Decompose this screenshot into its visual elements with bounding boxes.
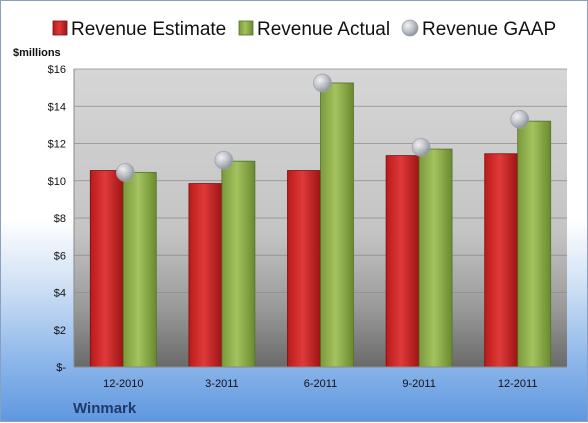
y-tick-label: $12 bbox=[48, 139, 66, 151]
bar-revenue-estimate bbox=[89, 170, 124, 368]
y-tick-label: $- bbox=[56, 362, 66, 374]
bar-revenue-actual bbox=[320, 82, 354, 368]
bar-revenue-actual bbox=[418, 148, 453, 368]
legend-label-gaap: Revenue GAAP bbox=[422, 19, 556, 40]
y-tick-label: $4 bbox=[54, 288, 66, 300]
bar-revenue-actual bbox=[517, 120, 552, 368]
y-tick-label: $8 bbox=[54, 213, 66, 225]
legend-swatch-estimate bbox=[52, 20, 68, 36]
bar-revenue-actual bbox=[122, 171, 157, 368]
y-axis-unit-label: $millions bbox=[13, 47, 61, 59]
marker-revenue-gaap bbox=[214, 150, 234, 170]
bar-revenue-estimate bbox=[188, 183, 223, 368]
gaap-markers bbox=[115, 73, 530, 182]
bar-revenue-actual bbox=[221, 160, 256, 368]
x-tick-label: 12-2010 bbox=[103, 378, 143, 390]
x-tick-label: 9-2011 bbox=[402, 378, 435, 390]
bars bbox=[89, 82, 552, 368]
company-name: Winmark bbox=[73, 400, 137, 417]
y-tick-label: $14 bbox=[48, 101, 66, 113]
marker-revenue-gaap bbox=[510, 109, 530, 129]
bar-revenue-estimate bbox=[385, 155, 420, 368]
marker-revenue-gaap bbox=[115, 162, 135, 182]
y-axis-ticks: $- $2 $4 $6 $8 $10 $12 $14 $16 bbox=[48, 64, 67, 374]
bar-revenue-estimate bbox=[287, 170, 321, 368]
legend-label-estimate: Revenue Estimate bbox=[71, 19, 226, 40]
x-tick-label: 6-2011 bbox=[304, 378, 337, 390]
legend-label-actual: Revenue Actual bbox=[257, 19, 390, 40]
y-tick-label: $16 bbox=[48, 64, 66, 76]
legend-swatch-actual bbox=[238, 20, 254, 36]
marker-revenue-gaap bbox=[411, 137, 431, 157]
bar-revenue-estimate bbox=[484, 153, 519, 368]
legend: Revenue Estimate Revenue Actual Revenue … bbox=[52, 19, 556, 40]
x-tick-label: 3-2011 bbox=[205, 378, 238, 390]
x-tick-label: 12-2011 bbox=[498, 378, 538, 390]
marker-revenue-gaap bbox=[313, 73, 332, 93]
y-tick-label: $10 bbox=[48, 176, 66, 188]
legend-marker-gaap bbox=[401, 19, 419, 37]
y-tick-label: $2 bbox=[54, 325, 66, 337]
y-tick-label: $6 bbox=[54, 250, 66, 262]
x-axis-ticks: 12-2010 3-2011 6-2011 9-2011 12-2011 bbox=[103, 378, 537, 390]
